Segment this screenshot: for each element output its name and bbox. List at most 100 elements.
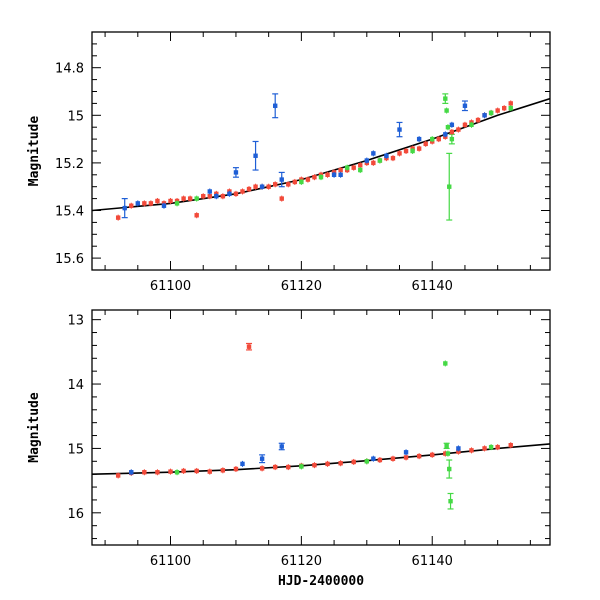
green-data-point: [443, 96, 448, 101]
plot-frame: [91, 31, 551, 271]
x-tick-label: 61140: [412, 554, 453, 569]
green-data-point: [174, 470, 180, 475]
red-data-point: [351, 165, 356, 170]
blue-data-point: [233, 170, 239, 175]
red-data-point: [292, 179, 298, 185]
blue-data-point: [338, 172, 343, 177]
x-tick-label: 61120: [281, 554, 322, 569]
y-tick-label: 15.2: [55, 157, 84, 172]
y-tick-label: 15.6: [55, 252, 84, 267]
red-data-point: [397, 151, 402, 156]
green-data-point: [358, 167, 363, 173]
red-data-point: [325, 172, 330, 177]
red-data-point: [456, 127, 461, 132]
red-data-point: [148, 201, 154, 206]
red-data-point: [436, 136, 441, 142]
green-data-point: [318, 174, 324, 180]
green-data-point: [444, 108, 449, 113]
red-data-point: [456, 449, 461, 454]
green-data-point: [449, 136, 455, 142]
red-data-point: [423, 141, 428, 147]
red-data-point: [312, 174, 317, 180]
red-data-point: [201, 194, 206, 199]
top-panel: 61100 61120 61140 14.8 15 15.2 15.4 15.6 Magnitu…: [27, 31, 551, 294]
red-data-point: [403, 148, 409, 154]
red-data-point: [286, 182, 291, 187]
blue-data-point: [273, 103, 278, 108]
red-data-point: [129, 203, 134, 208]
green-data-point: [508, 105, 513, 111]
plot-frame: [91, 309, 551, 546]
green-data-point: [410, 148, 415, 154]
red-data-point: [220, 468, 226, 473]
blue-data-point: [416, 136, 422, 142]
blue-data-point: [129, 470, 134, 475]
blue-data-point: [449, 122, 455, 128]
blue-data-point: [279, 177, 284, 182]
red-data-point: [495, 108, 500, 113]
model-curve: [92, 97, 550, 212]
y-tick-label: 15: [67, 109, 84, 124]
green-data-point: [445, 125, 451, 130]
red-data-point: [259, 466, 265, 471]
blue-data-point: [135, 201, 140, 206]
red-data-point: [194, 468, 199, 474]
y-tick-label: 14.8: [55, 62, 84, 77]
red-data-point: [240, 189, 245, 194]
blue-data-point: [207, 189, 212, 194]
green-data-point: [344, 165, 350, 170]
green-data-point: [447, 184, 452, 189]
plot-area: [92, 93, 550, 221]
red-data-point: [168, 198, 173, 204]
red-data-point: [194, 213, 199, 218]
green-data-point: [364, 459, 369, 464]
green-data-point: [488, 444, 494, 450]
red-data-point: [443, 451, 448, 456]
red-data-point: [475, 117, 481, 123]
red-data-point: [358, 163, 363, 168]
red-data-point: [416, 146, 422, 151]
red-data-point: [371, 160, 376, 166]
red-data-point: [181, 468, 186, 474]
blue-data-point: [371, 151, 376, 156]
green-data-point: [448, 499, 453, 504]
red-data-point: [469, 448, 474, 453]
blue-data-point: [331, 172, 337, 177]
green-data-point: [469, 122, 474, 128]
red-data-point: [207, 194, 212, 199]
red-data-point: [115, 473, 121, 478]
red-data-point: [207, 469, 212, 474]
y-tick-label: 15.4: [55, 205, 84, 220]
blue-data-point: [259, 456, 265, 461]
blue-data-point: [279, 444, 284, 449]
green-data-point: [447, 466, 452, 472]
x-tick-label: 61120: [281, 279, 322, 294]
y-axis-title: Magnitude: [27, 392, 42, 463]
red-data-point: [142, 201, 147, 206]
green-data-point: [488, 110, 494, 116]
red-data-point: [508, 101, 513, 106]
bottom-panel: 61100 61120 61140 13 14 15 16 Magnitude: [27, 309, 551, 569]
green-data-point: [444, 443, 449, 449]
red-data-point: [273, 464, 278, 470]
red-data-point: [233, 191, 239, 197]
y-tick-label: 16: [67, 507, 84, 522]
x-tick-label: 61100: [150, 279, 191, 294]
red-data-point: [462, 122, 468, 128]
red-data-point: [115, 215, 121, 220]
green-data-point: [377, 158, 383, 163]
red-data-point: [266, 184, 271, 189]
red-data-point: [390, 155, 396, 161]
red-data-point: [312, 462, 317, 468]
blue-data-point: [259, 184, 265, 189]
x-tick-label: 61140: [412, 279, 453, 294]
red-data-point: [416, 453, 422, 459]
red-data-point: [351, 459, 356, 465]
red-data-point: [279, 196, 284, 201]
plot-area: [92, 342, 550, 510]
blue-data-point: [482, 113, 487, 118]
red-data-point: [338, 167, 343, 173]
blue-data-point: [253, 153, 258, 158]
blue-data-point: [371, 456, 376, 461]
